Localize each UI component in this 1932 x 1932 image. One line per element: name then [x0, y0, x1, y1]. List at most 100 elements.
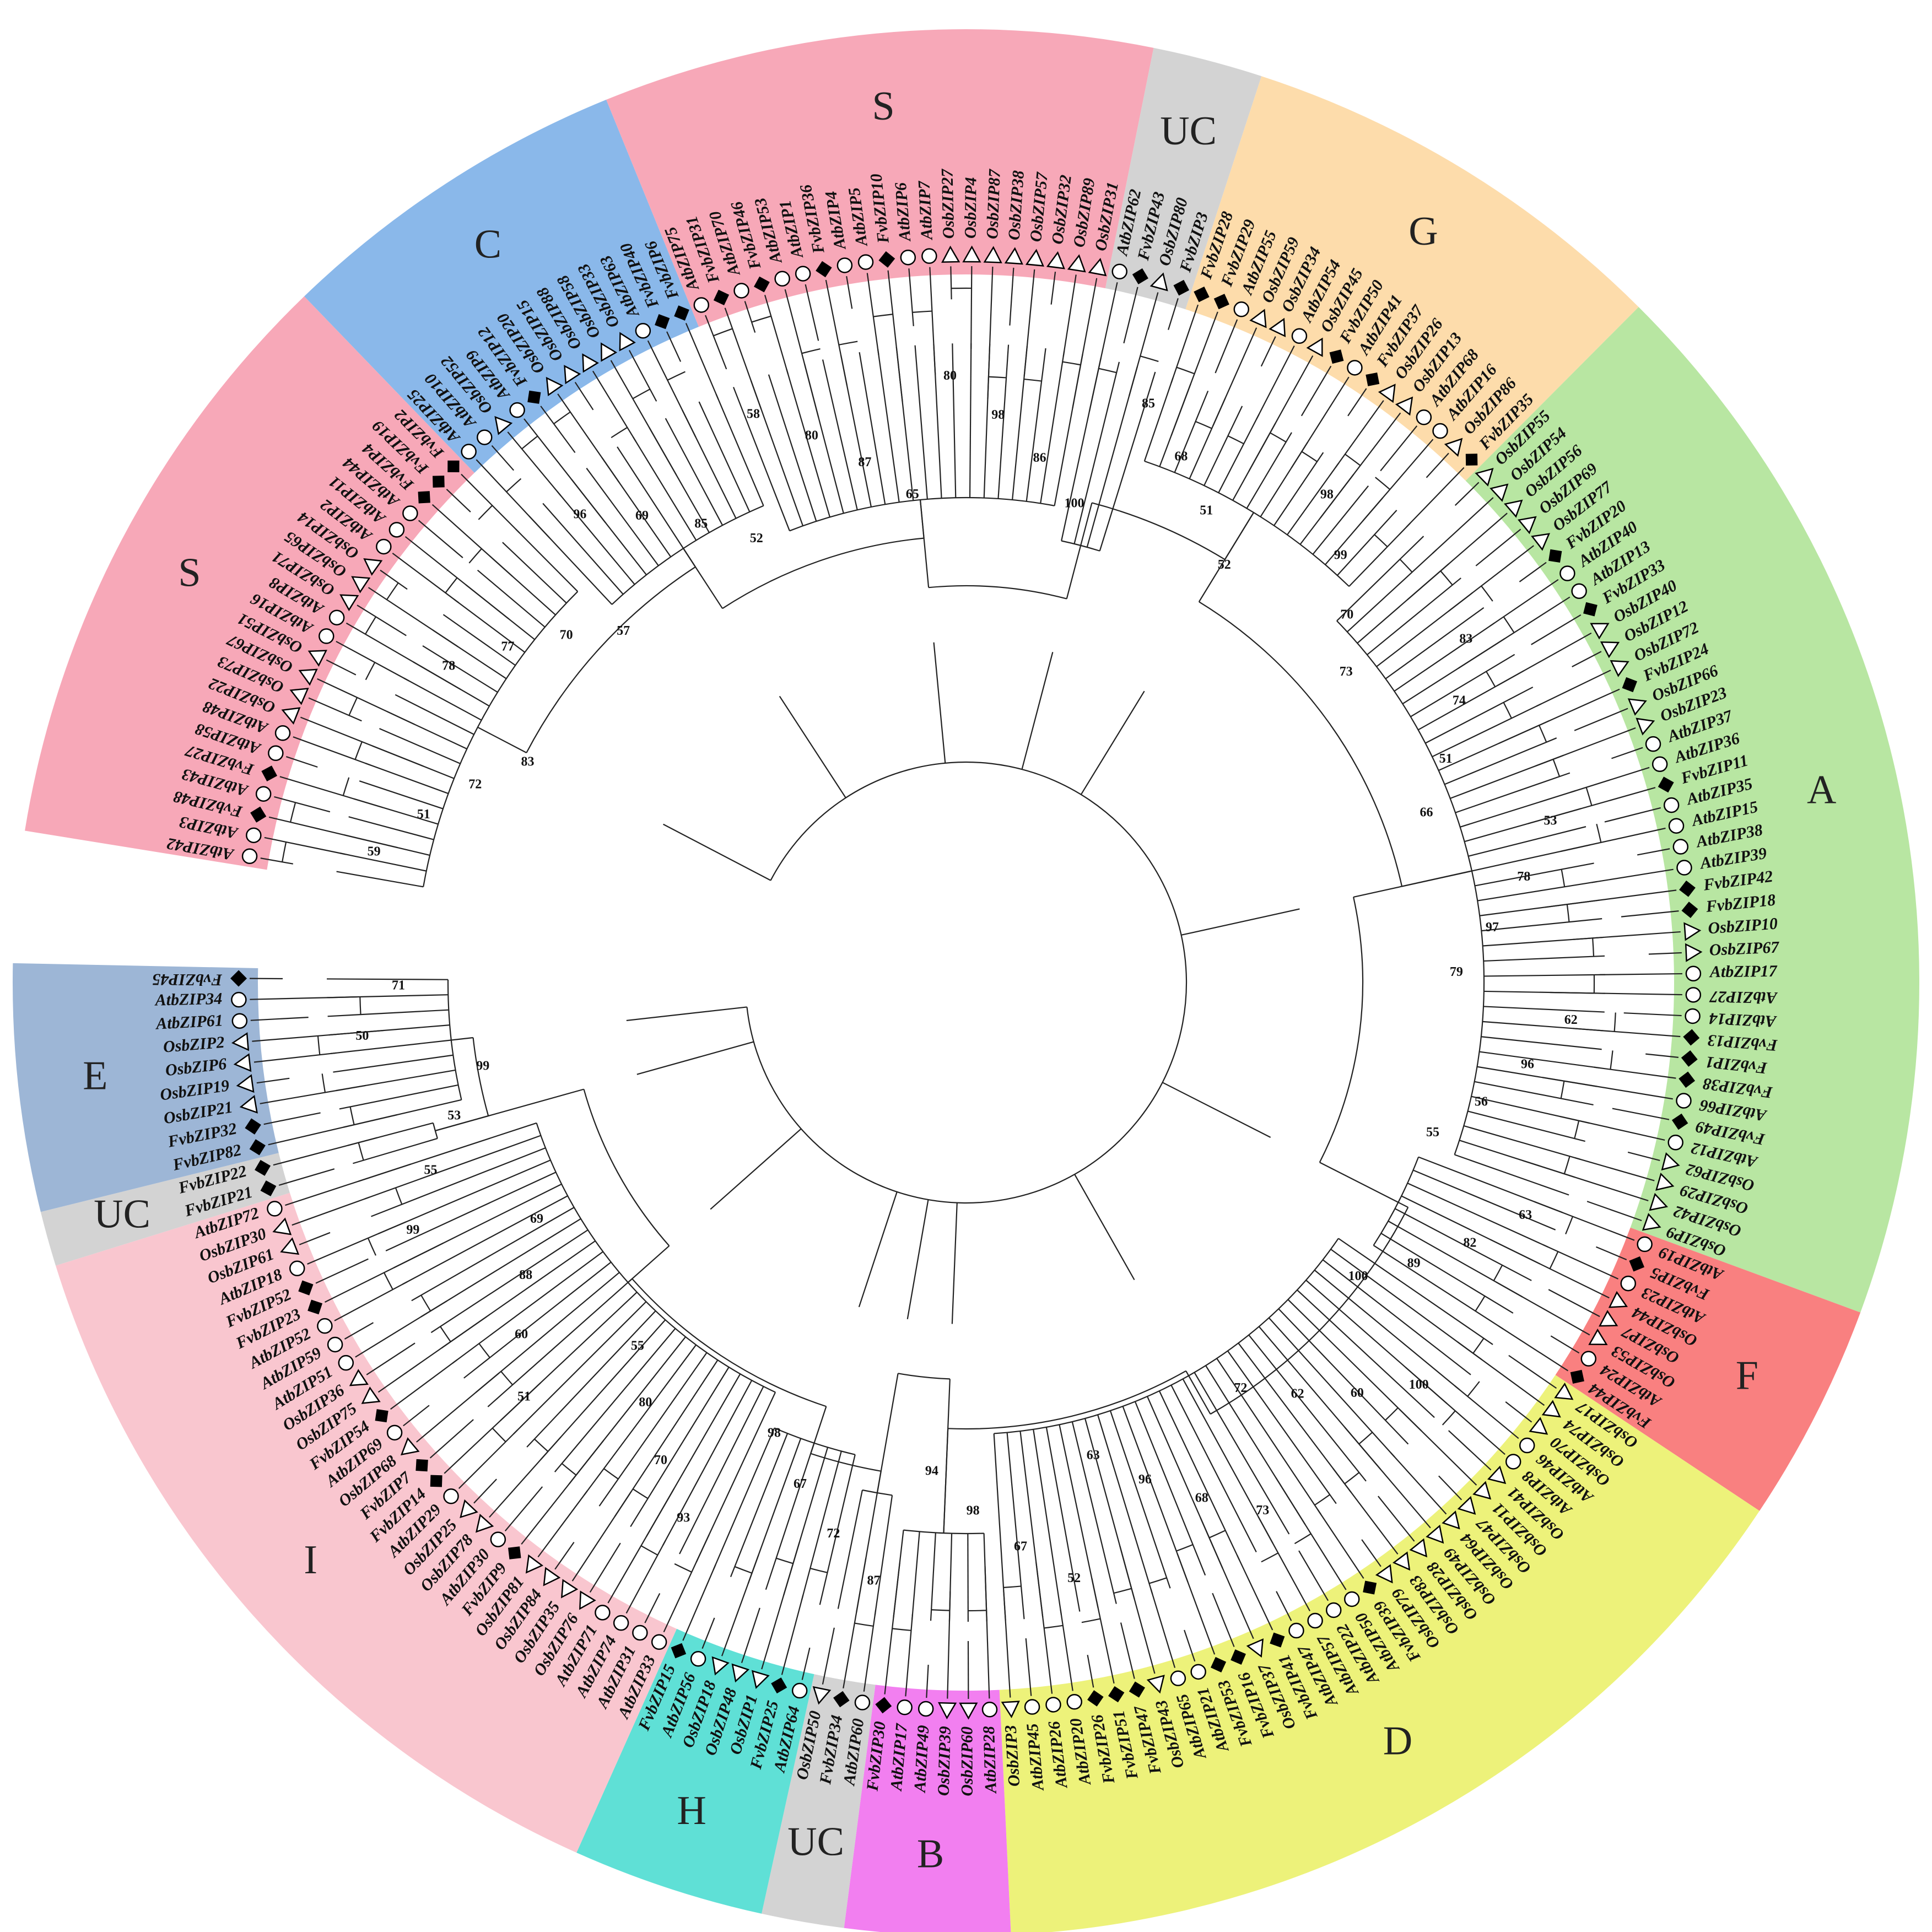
branch	[1498, 1325, 1569, 1372]
bootstrap-value: 96	[1521, 1057, 1534, 1072]
bootstrap-value: 69	[635, 509, 649, 523]
leaf-marker	[402, 505, 418, 521]
branch	[781, 1595, 804, 1675]
leaf-marker	[1426, 1524, 1444, 1544]
leaf-marker	[231, 1013, 248, 1029]
branch	[299, 1232, 331, 1245]
leaf-marker	[1066, 1694, 1082, 1710]
leaf-label: AtbZIP49	[911, 1725, 933, 1794]
bootstrap-value: 99	[476, 1059, 489, 1073]
leaf-marker	[671, 1643, 687, 1659]
leaf-marker	[1366, 372, 1380, 386]
bootstrap-value: 60	[515, 1327, 528, 1342]
bootstrap-value: 51	[1439, 752, 1453, 766]
branch	[1380, 425, 1418, 472]
branch	[1536, 670, 1611, 707]
branch	[1087, 1655, 1094, 1688]
leaf-marker	[1465, 454, 1478, 466]
leaf-marker	[1590, 623, 1610, 640]
bootstrap-value: 71	[392, 978, 405, 992]
branch	[722, 537, 924, 609]
bootstrap-value: 51	[417, 807, 430, 822]
leaf-marker	[1517, 516, 1537, 535]
leaf-marker	[1685, 1008, 1701, 1024]
leaf-label: OsbZIP39	[935, 1726, 954, 1796]
clade-sector-1	[304, 99, 699, 473]
branch	[326, 659, 357, 676]
bootstrap-value: 52	[1067, 1571, 1081, 1585]
leaf-marker	[1636, 717, 1655, 736]
leaf-label: AtbZIP28	[980, 1726, 1000, 1795]
leaf-marker	[490, 1531, 506, 1547]
branch	[632, 1278, 827, 1407]
bootstrap-value: 68	[1195, 1491, 1208, 1505]
bootstrap-value: 55	[1426, 1125, 1439, 1140]
leaf-marker	[674, 305, 689, 321]
leaf-marker	[751, 1670, 770, 1690]
bootstrap-value: 85	[694, 517, 708, 531]
bootstrap-value: 62	[1564, 1013, 1578, 1027]
leaf-marker	[1645, 736, 1661, 752]
leaf-marker	[386, 1424, 403, 1441]
leaf-marker	[632, 1625, 648, 1641]
leaf-marker	[1672, 839, 1689, 855]
branch	[1062, 274, 1077, 357]
leaf-marker	[1024, 1699, 1040, 1715]
bootstrap-value: 69	[530, 1212, 543, 1226]
branch	[1572, 651, 1602, 667]
branch	[1623, 1012, 1682, 1017]
leaf-marker	[1554, 1382, 1574, 1400]
bootstrap-value: 65	[906, 487, 919, 501]
branch	[537, 1490, 588, 1558]
leaf-marker	[1652, 756, 1668, 773]
leaf-marker	[774, 271, 790, 287]
leaf-marker	[613, 1615, 629, 1631]
leaf-marker	[443, 1488, 459, 1504]
bootstrap-value: 51	[517, 1389, 531, 1404]
leaf-label: OsbZIP27	[938, 168, 958, 239]
branch	[1548, 1289, 1600, 1318]
bootstrap-value: 73	[1340, 665, 1353, 679]
branch	[705, 315, 727, 370]
leaf-marker	[289, 688, 309, 705]
leaf-marker	[833, 1691, 850, 1708]
branch	[1123, 287, 1138, 344]
leaf-marker	[1045, 1697, 1061, 1713]
branch	[1448, 1430, 1492, 1471]
leaf-marker	[564, 365, 581, 385]
leaf-marker	[795, 266, 811, 282]
leaf-marker	[1679, 1071, 1696, 1088]
leaf-marker	[1329, 349, 1344, 364]
branch	[1570, 767, 1650, 793]
leaf-marker	[1108, 1686, 1125, 1703]
leaf-marker	[307, 1299, 323, 1315]
leaf-marker	[771, 1677, 787, 1694]
branch	[1120, 1622, 1135, 1679]
leaf-label: OsbZIP60	[958, 1726, 976, 1796]
leaf-marker	[1025, 249, 1044, 267]
leaf-marker	[1173, 279, 1190, 296]
branch	[1438, 1475, 1463, 1501]
leaf-marker	[1642, 1213, 1661, 1231]
leaf-marker	[351, 576, 371, 593]
clade-sector-8	[844, 1685, 1011, 1932]
leaf-marker	[711, 1656, 730, 1676]
leaf-marker	[1685, 943, 1703, 962]
leaf-marker	[1588, 1328, 1608, 1345]
branch	[1594, 1066, 1676, 1079]
clade-sector-0	[25, 296, 474, 870]
leaf-marker	[460, 1499, 478, 1518]
clade-sector-6	[1555, 1227, 1861, 1511]
branch	[1612, 1108, 1670, 1120]
branch	[1300, 365, 1332, 417]
clade-sector-9	[762, 1674, 876, 1928]
leaf-marker	[508, 1546, 521, 1559]
leaf-marker	[546, 376, 564, 396]
leaf-marker	[250, 806, 267, 823]
bootstrap-value: 83	[1459, 632, 1472, 646]
branch	[540, 406, 576, 454]
branch	[429, 1419, 474, 1459]
leaf-marker	[918, 1701, 934, 1717]
branch	[344, 1322, 374, 1340]
branch	[764, 294, 789, 375]
